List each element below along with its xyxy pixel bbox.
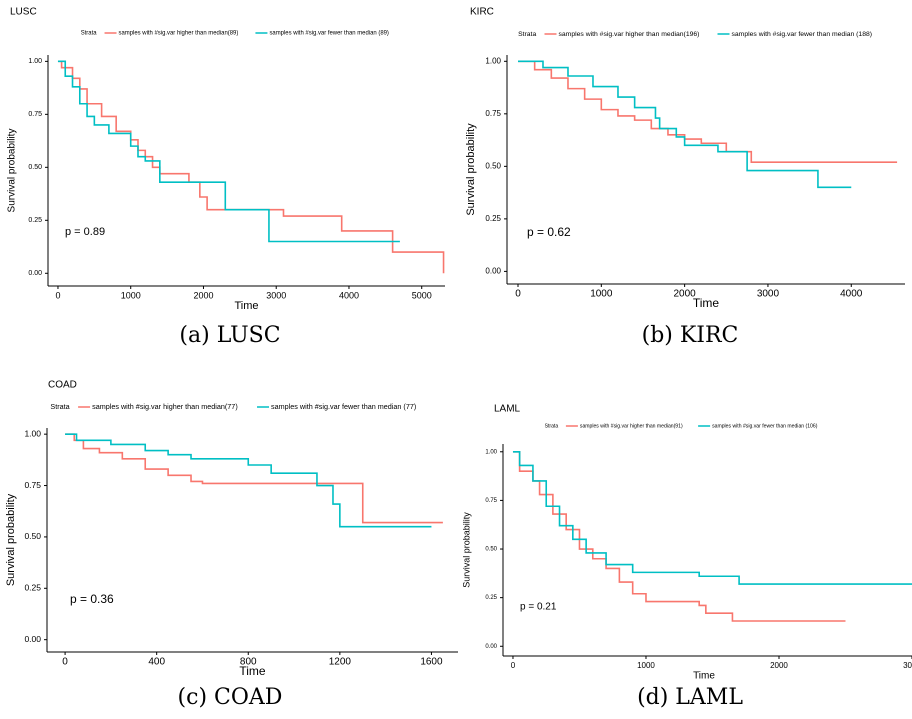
y-tick-label: 0.25 <box>28 217 42 224</box>
annotation: p = 0.89 <box>65 226 105 238</box>
legend-label: samples with #sig.var fewer than median … <box>271 402 416 411</box>
x-tick-label: 3000 <box>903 661 912 670</box>
annotation: p = 0.36 <box>70 592 114 606</box>
panel: KIRC (b) KIRC 0.00 0.25 0.50 0.75 1.00 0 1000 200… <box>465 7 905 348</box>
y-tick-label: 1.00 <box>24 428 41 438</box>
survival-curve <box>517 60 852 189</box>
y-tick-label: 0.50 <box>485 547 497 553</box>
legend-label: samples with #sig.var fewer than median … <box>732 31 873 38</box>
y-axis-label: Survival probability <box>7 129 18 213</box>
x-tick-label: 0 <box>515 289 521 300</box>
y-tick-label: 0.50 <box>485 161 501 170</box>
y-tick-label: 0.75 <box>485 109 501 118</box>
chart-title: KIRC <box>470 7 494 18</box>
x-tick-label: 1000 <box>637 661 655 670</box>
chart-title: LUSC <box>10 7 37 18</box>
y-tick-label: 0.75 <box>24 480 41 490</box>
y-tick-label: 0.00 <box>485 644 497 650</box>
y-tick-label: 1.00 <box>485 449 497 455</box>
y-tick-label: 0.00 <box>24 634 41 644</box>
x-tick-label: 4000 <box>339 290 359 300</box>
chart-title: LAML <box>494 404 521 415</box>
y-tick-label: 0.75 <box>28 111 42 118</box>
survival-curve <box>65 433 443 524</box>
legend-label: samples with #sig.var higher than median… <box>92 402 238 411</box>
caption: (a) LUSC <box>179 323 280 348</box>
y-tick-label: 0.00 <box>28 270 42 277</box>
y-tick-label: 0.75 <box>485 498 497 504</box>
legend-label: samples with #sig.var higher than median… <box>580 423 683 429</box>
x-tick-label: 1000 <box>590 289 613 300</box>
legend-label: samples with #sig.var higher than median… <box>119 31 239 37</box>
y-tick-label: 0.00 <box>485 267 501 276</box>
survival-curve <box>512 450 846 622</box>
legend-title: Strata <box>50 402 70 411</box>
legend-title: Strata <box>518 31 536 38</box>
survival-curve <box>512 450 912 585</box>
y-tick-label: 0.50 <box>24 531 41 541</box>
x-tick-label: 2000 <box>770 661 788 670</box>
x-tick-label: 1000 <box>121 290 141 300</box>
legend-title: Strata <box>545 423 559 429</box>
x-axis-label: Time <box>693 671 715 682</box>
legend-title: Strata <box>81 31 98 37</box>
y-tick-label: 1.00 <box>28 58 42 65</box>
x-tick-label: 0 <box>62 657 68 668</box>
legend-label: samples with #sig.var fewer than median … <box>712 423 818 429</box>
x-tick-label: 4000 <box>840 289 863 300</box>
y-tick-label: 0.25 <box>485 214 501 223</box>
legend-label: samples with #sig.var higher than median… <box>559 31 700 38</box>
survival-curve <box>65 433 432 528</box>
x-tick-label: 3000 <box>266 290 286 300</box>
caption: (b) KIRC <box>642 323 739 348</box>
x-tick-label: 3000 <box>757 289 780 300</box>
x-axis-label: Time <box>234 300 258 312</box>
x-tick-label: 0 <box>511 661 516 670</box>
legend-label: samples with #sig.var fewer than median … <box>269 31 388 37</box>
panel: LUSC (a) LUSC 0.00 0.25 0.50 0.75 1.00 0 1000 200… <box>7 7 445 348</box>
panel: LAML (d) LAML 0.00 0.25 0.50 0.75 1.00 0 1000 200… <box>461 404 912 710</box>
x-tick-label: 2000 <box>193 290 213 300</box>
survival-curve <box>57 60 400 243</box>
panel: COAD (c) COAD 0.00 0.25 0.50 0.75 1.00 0 400 800 1… <box>5 380 458 710</box>
y-axis-label: Survival probability <box>465 123 477 216</box>
y-tick-label: 1.00 <box>485 56 501 65</box>
y-tick-label: 0.25 <box>485 595 497 601</box>
survival-curve <box>517 60 898 163</box>
chart-title: COAD <box>48 380 77 391</box>
y-axis-label: Survival probability <box>5 493 17 586</box>
x-tick-label: 1200 <box>329 657 352 668</box>
x-axis-label: Time <box>239 664 266 678</box>
caption: (c) COAD <box>178 685 283 710</box>
y-tick-label: 0.25 <box>24 583 41 593</box>
y-axis-label: Survival probability <box>461 512 471 588</box>
annotation: p = 0.21 <box>520 602 557 613</box>
y-tick-label: 0.50 <box>28 164 42 171</box>
x-tick-label: 5000 <box>412 290 432 300</box>
x-tick-label: 0 <box>55 290 60 300</box>
caption: (d) LAML <box>637 685 743 710</box>
survival-curve <box>57 60 445 274</box>
x-tick-label: 400 <box>148 657 165 668</box>
x-tick-label: 2000 <box>674 289 697 300</box>
x-axis-label: Time <box>693 296 720 310</box>
x-tick-label: 1600 <box>420 657 443 668</box>
annotation: p = 0.62 <box>527 225 571 239</box>
x-tick-label: 800 <box>240 657 257 668</box>
